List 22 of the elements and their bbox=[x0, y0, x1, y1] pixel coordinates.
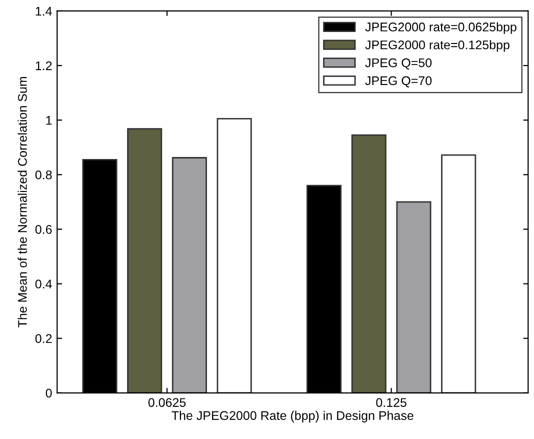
x-axis-title: The JPEG2000 Rate (bpp) in Design Phase bbox=[172, 410, 414, 422]
y-tick-label: 1.4 bbox=[36, 6, 52, 16]
legend-label: JPEG Q=70 bbox=[365, 76, 432, 88]
x-tick-label: 0.125 bbox=[376, 398, 406, 407]
y-tick-label: 0.6 bbox=[35, 225, 52, 234]
y-tick-label: 0.8 bbox=[35, 170, 52, 180]
bar bbox=[396, 201, 432, 393]
y-tick-label: 1 bbox=[46, 116, 52, 125]
y-tick-label: 0.4 bbox=[35, 280, 52, 288]
x-tick-label: 0.0625 bbox=[148, 398, 186, 407]
bar bbox=[351, 134, 386, 393]
bar bbox=[172, 157, 207, 393]
y-tick-label: 0.2 bbox=[35, 334, 52, 343]
legend-label: JPEG2000 rate=0.125bpp bbox=[365, 40, 510, 52]
y-axis-title: The Mean of the Normalized Correlation Sum bbox=[18, 77, 27, 328]
bar bbox=[127, 128, 162, 393]
bar bbox=[216, 118, 252, 393]
y-tick-label: 1.2 bbox=[36, 61, 52, 70]
legend-label: JPEG2000 rate=0.0625bpp bbox=[365, 22, 516, 34]
legend-label: JPEG Q=50 bbox=[365, 58, 432, 70]
y-tick-label: 0 bbox=[46, 388, 52, 398]
bar bbox=[441, 154, 476, 393]
